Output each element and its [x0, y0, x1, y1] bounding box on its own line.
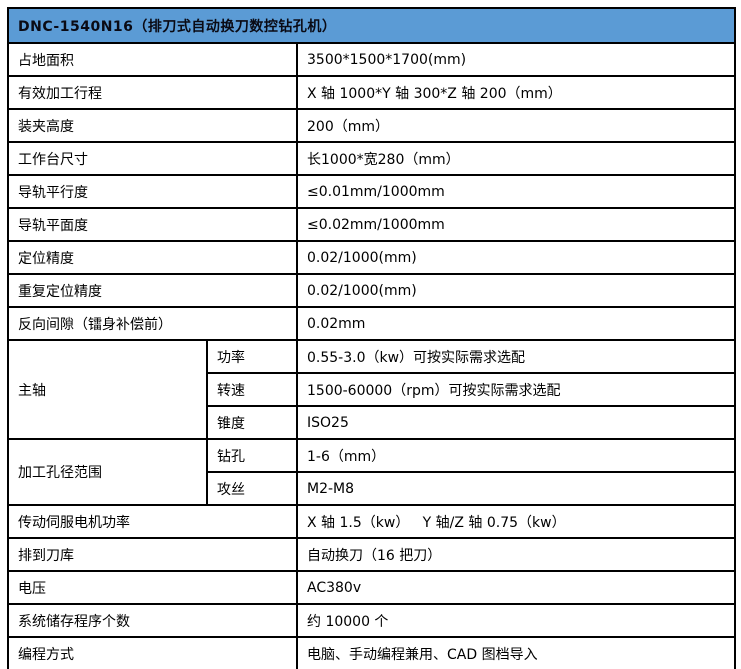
- table-row-spindle: 锥度 ISO25: [8, 405, 737, 440]
- spec-value: 3500*1500*1700(mm): [295, 42, 737, 77]
- spec-value: 1500-60000（rpm）可按实际需求选配: [295, 372, 737, 407]
- spec-value: ≤0.02mm/1000mm: [295, 207, 737, 242]
- spec-value: 自动换刀（16 把刀）: [295, 537, 737, 572]
- table-row: 反向间隙（镭身补偿前） 0.02mm: [7, 306, 737, 341]
- table-title-row: DNC-1540N16（排刀式自动换刀数控钻孔机）: [6, 7, 737, 44]
- table-row: 导轨平面度 ≤0.02mm/1000mm: [7, 207, 737, 242]
- spec-value: 电脑、手动编程兼用、CAD 图档导入: [295, 636, 737, 669]
- table-row: 排到刀库 自动换刀（16 把刀）: [7, 537, 737, 572]
- table-row: 有效加工行程 X 轴 1000*Y 轴 300*Z 轴 200（mm）: [7, 75, 737, 110]
- spec-label: 装夹高度: [7, 108, 298, 143]
- spec-value: 1-6（mm）: [295, 438, 737, 473]
- table-row: 工作台尺寸 长1000*宽280（mm）: [7, 141, 737, 176]
- spec-label: 工作台尺寸: [7, 141, 298, 176]
- spec-sublabel: 功率: [206, 339, 298, 374]
- spec-label: 编程方式: [7, 636, 298, 669]
- spec-label: 定位精度: [7, 240, 298, 275]
- spec-value: ISO25: [295, 405, 737, 440]
- spec-value: 200（mm）: [295, 108, 737, 143]
- spec-label: 占地面积: [7, 42, 298, 77]
- spec-label-spindle: 主轴: [7, 339, 208, 440]
- table-row: 定位精度 0.02/1000(mm): [7, 240, 737, 275]
- spec-value: 0.02/1000(mm): [295, 240, 737, 275]
- spec-table: DNC-1540N16（排刀式自动换刀数控钻孔机） 占地面积 3500*1500…: [6, 7, 737, 669]
- table-row: 系统储存程序个数 约 10000 个: [7, 603, 737, 638]
- spec-value: ≤0.01mm/1000mm: [295, 174, 737, 209]
- spec-value: 长1000*宽280（mm）: [295, 141, 737, 176]
- spec-sublabel: 攻丝: [206, 471, 298, 506]
- spec-value: 0.55-3.0（kw）可按实际需求选配: [295, 339, 737, 374]
- spec-value: AC380v: [295, 570, 737, 605]
- spec-value: X 轴 1000*Y 轴 300*Z 轴 200（mm）: [295, 75, 737, 110]
- table-row: 装夹高度 200（mm）: [7, 108, 737, 143]
- spec-sublabel: 转速: [206, 372, 298, 407]
- table-row-hole-range: 加工孔径范围 钻孔 1-6（mm）: [7, 438, 737, 506]
- spec-value: 0.02/1000(mm): [295, 273, 737, 308]
- spec-label: 系统储存程序个数: [7, 603, 298, 638]
- table-row-spindle: 主轴 功率 0.55-3.0（kw）可按实际需求选配: [7, 339, 737, 440]
- spec-label: 电压: [7, 570, 298, 605]
- spec-sublabel: 钻孔: [206, 438, 298, 473]
- table-row-hole-range: 攻丝 M2-M8: [8, 471, 737, 506]
- table-row: 重复定位精度 0.02/1000(mm): [7, 273, 737, 308]
- table-row: 导轨平行度 ≤0.01mm/1000mm: [7, 174, 737, 209]
- table-row-spindle: 转速 1500-60000（rpm）可按实际需求选配: [8, 372, 737, 407]
- table-row: 编程方式 电脑、手动编程兼用、CAD 图档导入: [7, 636, 737, 669]
- spec-label: 反向间隙（镭身补偿前）: [7, 306, 298, 341]
- spec-sublabel: 锥度: [206, 405, 298, 440]
- table-row: 占地面积 3500*1500*1700(mm): [7, 42, 737, 77]
- spec-value: X 轴 1.5（kw） Y 轴/Z 轴 0.75（kw）: [295, 504, 737, 539]
- table-row: 传动伺服电机功率 X 轴 1.5（kw） Y 轴/Z 轴 0.75（kw）: [7, 504, 737, 539]
- model-title: DNC-1540N16（排刀式自动换刀数控钻孔机）: [6, 7, 737, 44]
- spec-label: 排到刀库: [7, 537, 298, 572]
- spec-value: 0.02mm: [295, 306, 737, 341]
- spec-label: 导轨平行度: [7, 174, 298, 209]
- spec-label: 导轨平面度: [7, 207, 298, 242]
- spec-label: 重复定位精度: [7, 273, 298, 308]
- spec-label-hole-range: 加工孔径范围: [7, 438, 208, 506]
- spec-label: 有效加工行程: [7, 75, 298, 110]
- spec-value: 约 10000 个: [295, 603, 737, 638]
- table-row: 电压 AC380v: [7, 570, 737, 605]
- spec-label: 传动伺服电机功率: [7, 504, 298, 539]
- spec-value: M2-M8: [295, 471, 737, 506]
